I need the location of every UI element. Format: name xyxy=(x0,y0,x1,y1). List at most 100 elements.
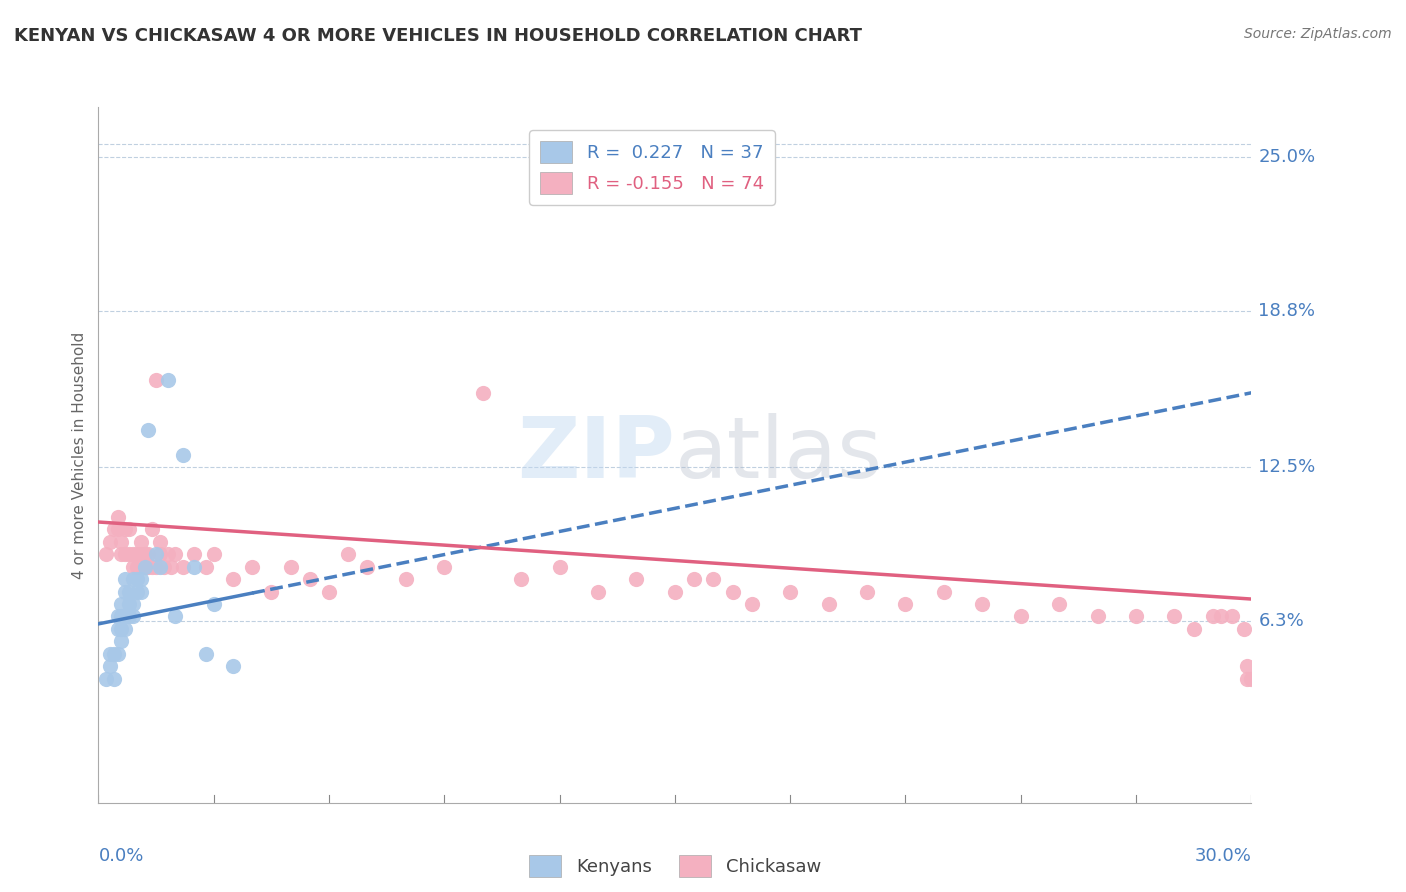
Point xyxy=(138,423,160,437)
Point xyxy=(122,609,145,624)
Point xyxy=(110,597,132,611)
Text: atlas: atlas xyxy=(675,413,883,497)
Point xyxy=(165,547,187,561)
Point xyxy=(195,647,218,661)
Point xyxy=(103,672,125,686)
Point xyxy=(122,597,145,611)
Point xyxy=(114,547,136,561)
Point xyxy=(664,584,686,599)
Point xyxy=(1202,609,1225,624)
Point xyxy=(183,559,205,574)
Point xyxy=(125,547,148,561)
Point xyxy=(1125,609,1147,624)
Point xyxy=(152,559,174,574)
Text: 25.0%: 25.0% xyxy=(1258,148,1316,166)
Point xyxy=(240,559,263,574)
Point xyxy=(149,534,172,549)
Point xyxy=(280,559,302,574)
Legend: Kenyans, Chickasaw: Kenyans, Chickasaw xyxy=(522,847,828,884)
Point xyxy=(510,572,533,586)
Point xyxy=(145,559,167,574)
Point xyxy=(172,559,194,574)
Text: 12.5%: 12.5% xyxy=(1258,458,1316,476)
Point xyxy=(134,559,156,574)
Point xyxy=(122,559,145,574)
Point xyxy=(134,547,156,561)
Point xyxy=(1240,672,1263,686)
Point xyxy=(183,547,205,561)
Point xyxy=(149,547,172,561)
Point xyxy=(118,523,141,537)
Point xyxy=(114,572,136,586)
Point xyxy=(94,672,117,686)
Point xyxy=(149,559,172,574)
Point xyxy=(134,559,156,574)
Point xyxy=(817,597,839,611)
Point xyxy=(110,547,132,561)
Point xyxy=(129,534,152,549)
Point xyxy=(129,572,152,586)
Point xyxy=(356,559,378,574)
Point xyxy=(118,609,141,624)
Point xyxy=(702,572,724,586)
Point xyxy=(202,547,225,561)
Point xyxy=(114,584,136,599)
Point xyxy=(118,547,141,561)
Point xyxy=(894,597,917,611)
Point xyxy=(433,559,456,574)
Text: Source: ZipAtlas.com: Source: ZipAtlas.com xyxy=(1244,27,1392,41)
Point xyxy=(160,559,183,574)
Point xyxy=(107,609,129,624)
Point xyxy=(172,448,194,462)
Point xyxy=(298,572,321,586)
Point xyxy=(471,385,494,400)
Point xyxy=(721,584,744,599)
Point xyxy=(548,559,571,574)
Point xyxy=(138,559,160,574)
Point xyxy=(779,584,801,599)
Point xyxy=(165,609,187,624)
Point xyxy=(1220,609,1243,624)
Point xyxy=(1209,609,1232,624)
Point xyxy=(98,659,121,673)
Text: 0.0%: 0.0% xyxy=(98,847,143,865)
Point xyxy=(626,572,648,586)
Point xyxy=(1010,609,1032,624)
Point xyxy=(98,534,121,549)
Point xyxy=(156,373,179,387)
Point xyxy=(94,547,117,561)
Point xyxy=(125,584,148,599)
Point xyxy=(114,622,136,636)
Point xyxy=(110,634,132,648)
Point xyxy=(110,622,132,636)
Point xyxy=(129,547,152,561)
Point xyxy=(107,523,129,537)
Point xyxy=(683,572,706,586)
Point xyxy=(107,510,129,524)
Point xyxy=(972,597,994,611)
Point xyxy=(107,622,129,636)
Point xyxy=(122,572,145,586)
Point xyxy=(1236,672,1258,686)
Point xyxy=(103,523,125,537)
Text: ZIP: ZIP xyxy=(517,413,675,497)
Point xyxy=(103,647,125,661)
Point xyxy=(125,559,148,574)
Point xyxy=(932,584,955,599)
Point xyxy=(222,659,245,673)
Point xyxy=(1233,622,1256,636)
Point xyxy=(222,572,245,586)
Point xyxy=(125,572,148,586)
Point xyxy=(145,547,167,561)
Point xyxy=(122,547,145,561)
Point xyxy=(1047,597,1070,611)
Point xyxy=(114,523,136,537)
Point xyxy=(1087,609,1109,624)
Point xyxy=(129,584,152,599)
Point xyxy=(110,609,132,624)
Point xyxy=(141,523,163,537)
Point xyxy=(586,584,609,599)
Point xyxy=(856,584,879,599)
Point xyxy=(118,597,141,611)
Text: 30.0%: 30.0% xyxy=(1195,847,1251,865)
